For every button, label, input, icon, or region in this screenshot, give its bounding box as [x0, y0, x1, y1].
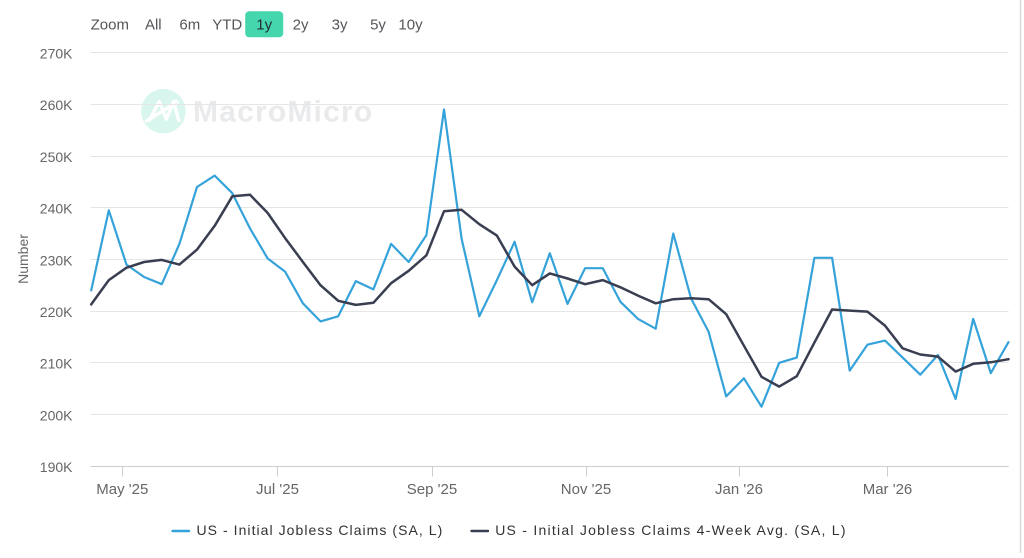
- svg-text:270K: 270K: [40, 46, 73, 62]
- svg-text:Nov '25: Nov '25: [561, 481, 611, 498]
- svg-text:260K: 260K: [40, 97, 73, 113]
- svg-text:10y: 10y: [398, 17, 423, 34]
- svg-text:Jul '25: Jul '25: [256, 481, 299, 498]
- svg-text:5y: 5y: [370, 17, 386, 34]
- svg-text:May '25: May '25: [96, 481, 148, 498]
- svg-text:2y: 2y: [293, 17, 309, 34]
- svg-text:250K: 250K: [40, 149, 73, 165]
- svg-text:Zoom: Zoom: [91, 17, 129, 34]
- svg-text:Number: Number: [15, 234, 31, 284]
- svg-text:All: All: [145, 17, 162, 34]
- svg-text:Sep '25: Sep '25: [407, 481, 457, 498]
- svg-text:230K: 230K: [40, 252, 73, 268]
- svg-text:Mar '26: Mar '26: [863, 481, 913, 498]
- svg-text:Jan '26: Jan '26: [715, 481, 763, 498]
- svg-text:US - Initial Jobless Claims (S: US - Initial Jobless Claims (SA, L): [197, 522, 444, 538]
- svg-text:US - Initial Jobless Claims 4-: US - Initial Jobless Claims 4-Week Avg. …: [495, 522, 847, 538]
- svg-text:240K: 240K: [40, 201, 73, 217]
- svg-text:1y: 1y: [256, 17, 272, 34]
- svg-text:190K: 190K: [40, 459, 73, 475]
- svg-text:220K: 220K: [40, 304, 73, 320]
- svg-text:6m: 6m: [179, 17, 200, 34]
- svg-text:210K: 210K: [40, 356, 73, 372]
- svg-text:200K: 200K: [40, 407, 73, 423]
- svg-text:YTD: YTD: [212, 17, 242, 34]
- svg-text:MacroMicro: MacroMicro: [193, 96, 373, 129]
- svg-text:3y: 3y: [332, 17, 348, 34]
